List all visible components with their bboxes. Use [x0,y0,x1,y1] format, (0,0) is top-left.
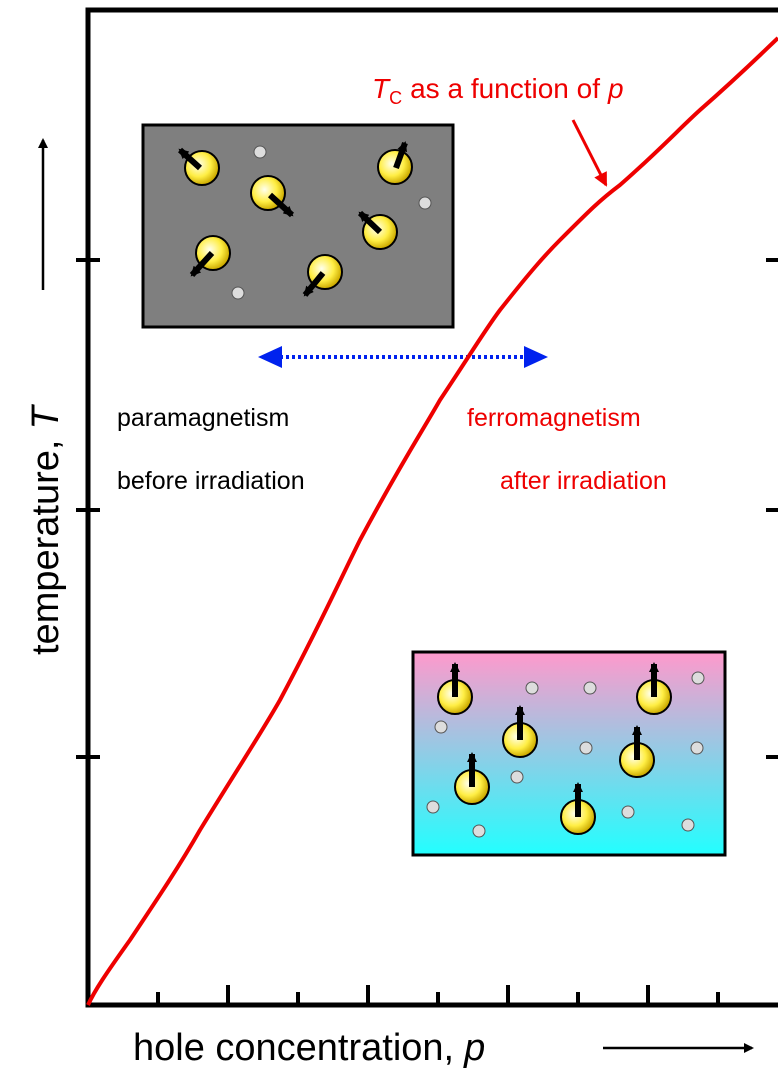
annotation-text: as a function of [410,73,600,104]
annotation-subscript: C [389,88,402,108]
ferromagnetic-inset [413,652,725,855]
x-axis-title: hole concentration,p [133,1027,485,1069]
x-axis-text: hole concentration, [133,1027,454,1069]
y-axis-variable: T [25,404,67,430]
x-axis-variable: p [463,1027,485,1069]
phase-label: after irradiation [500,467,667,495]
annotation-variable: p [607,73,624,104]
ticks [76,260,778,1005]
y-axis-text: temperature, [25,440,67,655]
phase-label: paramagnetism [117,404,289,432]
figure: TCas a function ofp paramagnetism before… [0,0,778,1075]
y-axis-title: temperature, T [25,404,67,655]
phase-label: before irradiation [117,467,305,495]
phase-label: ferromagnetism [467,404,641,432]
annotation-arrow [573,120,606,185]
paramagnetic-inset [143,125,453,327]
svg-text:temperature,T: temperature, T [25,404,67,655]
